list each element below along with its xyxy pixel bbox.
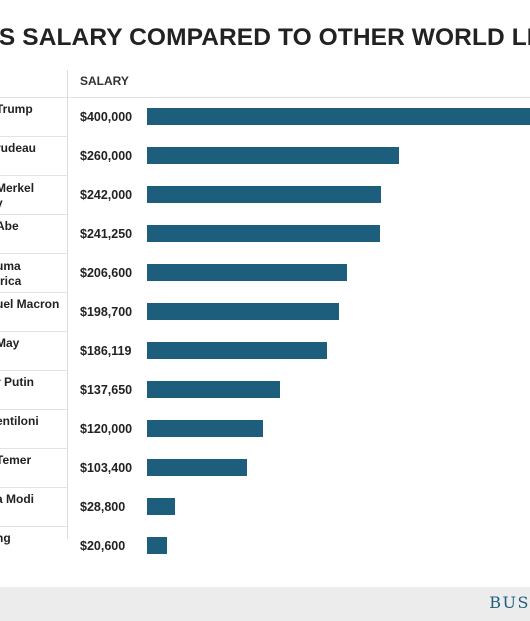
leader-name: a Modi [0,492,34,507]
leader-name-line: Merkel [0,181,35,195]
leader-name-line: May [0,336,20,350]
salary-label: $28,800 [80,500,126,514]
leader-name-line: a Modi [0,492,34,506]
salary-bar [147,225,380,242]
leader-name: r Putin [0,375,34,390]
salary-bar [147,108,530,125]
salary-bar [147,537,167,554]
leader-name: Merkely [0,181,34,211]
row-divider [0,175,67,176]
salary-label: $241,250 [80,227,133,241]
row-divider [0,214,67,215]
salary-bar [147,420,263,437]
row-divider [0,331,67,332]
leader-name: ng [0,531,11,546]
leader-name: Trump [0,102,33,117]
leader-name-line: Trump [0,102,33,116]
leader-name: umafrica [0,259,21,289]
salary-bar [147,342,327,359]
salary-label: $137,650 [80,383,133,397]
leader-name-line: ng [0,531,11,545]
row-divider [0,409,67,410]
row-divider [0,448,67,449]
salary-label: $120,000 [80,422,133,436]
row-divider [0,370,67,371]
salary-label: $260,000 [80,149,133,163]
leader-name: uel Macron [0,297,59,312]
row-divider [0,136,67,137]
salary-bar [147,303,339,320]
salary-label: $186,119 [80,344,132,358]
salary-label: $400,000 [80,110,133,124]
leader-name: rudeau [0,141,36,156]
leader-name-line: frica [0,274,22,288]
chart-title: ’S SALARY COMPARED TO OTHER WORLD LE [0,24,530,51]
leader-name: Abe [0,219,19,234]
leader-name: entiloni [0,414,39,429]
leader-name-line: r Putin [0,375,34,389]
leader-name-line: rudeau [0,141,37,155]
leader-name-line: Temer [0,453,32,467]
salary-bar [147,459,247,476]
salary-bar [147,498,175,515]
leader-name-line: y [0,196,34,211]
leader-name: Temer [0,453,31,468]
leader-name: May [0,336,19,351]
row-divider [0,487,67,488]
footer: BUS [0,587,530,621]
salary-bar [147,147,399,164]
salary-bar [147,264,347,281]
header-divider [0,97,530,98]
leader-name-line: uma [0,259,21,273]
salary-label: $198,700 [80,305,133,319]
salary-column-header: SALARY [80,74,129,88]
publisher-logo: BUS [489,593,530,612]
salary-label: $103,400 [80,461,133,475]
row-divider [0,526,67,527]
leader-name-line: entiloni [0,414,39,428]
row-divider [0,253,67,254]
salary-label: $20,600 [80,539,126,553]
salary-bar [147,381,280,398]
column-divider [67,70,68,539]
leader-name-line: Abe [0,219,19,233]
salary-label: $242,000 [80,188,133,202]
row-divider [0,292,67,293]
salary-label: $206,600 [80,266,133,280]
leader-name-line: uel Macron [0,297,60,311]
salary-bar [147,186,381,203]
